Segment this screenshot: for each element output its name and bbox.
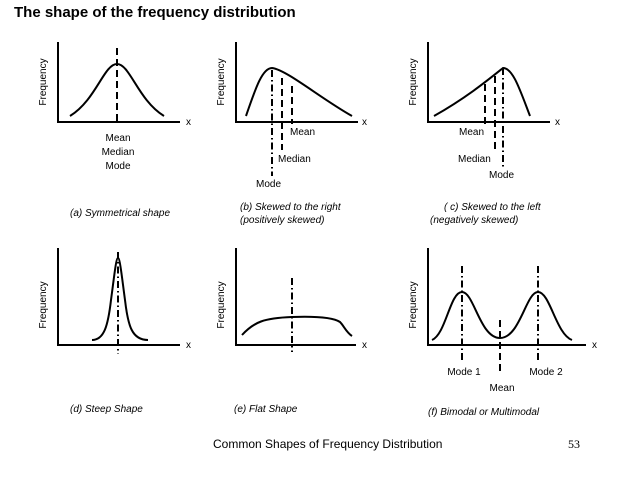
steep-curve bbox=[91, 256, 149, 341]
page-number: 53 bbox=[568, 437, 580, 451]
left-skewed-curve bbox=[433, 66, 531, 117]
axes bbox=[57, 42, 180, 123]
mode-label: Mode bbox=[256, 179, 281, 190]
x-axis-label: x bbox=[362, 340, 367, 351]
panel-caption: (b) Skewed to the right (positively skew… bbox=[240, 202, 343, 226]
panel-steep: Frequency x (d) Steep Shape bbox=[38, 248, 191, 415]
y-axis-label: Frequency bbox=[38, 58, 49, 105]
x-axis-label: x bbox=[186, 117, 191, 128]
x-axis-label: x bbox=[592, 340, 597, 351]
right-skewed-curve bbox=[245, 66, 353, 117]
mode-2-label: Mode 2 bbox=[529, 367, 563, 378]
slide-title: The shape of the frequency distribution bbox=[14, 4, 296, 21]
panel-caption: ( c) Skewed to the left (negatively skew… bbox=[430, 202, 544, 226]
y-axis-label: Frequency bbox=[216, 58, 227, 105]
caption-line-2: (positively skewed) bbox=[240, 215, 324, 226]
y-axis-label: Frequency bbox=[408, 281, 419, 328]
y-axis-label: Frequency bbox=[408, 58, 419, 105]
axes bbox=[235, 42, 358, 123]
mean-label: Mean bbox=[489, 383, 514, 394]
mode-1-label: Mode 1 bbox=[447, 367, 481, 378]
panel-caption: (d) Steep Shape bbox=[70, 404, 143, 415]
median-label: Median bbox=[458, 154, 491, 165]
median-label: Median bbox=[102, 147, 135, 158]
mean-label: Mean bbox=[105, 133, 130, 144]
footer-caption: Common Shapes of Frequency Distribution bbox=[213, 437, 443, 451]
bimodal-curve bbox=[431, 290, 573, 341]
flat-curve bbox=[241, 315, 353, 337]
y-axis-label: Frequency bbox=[38, 281, 49, 328]
median-label: Median bbox=[278, 154, 311, 165]
mean-label: Mean bbox=[459, 127, 484, 138]
mode-label: Mode bbox=[105, 161, 130, 172]
axes bbox=[427, 42, 550, 123]
panel-symmetrical: Frequency x Mean Median Mode (a) Symmetr… bbox=[38, 42, 191, 219]
caption-line-1: ( c) Skewed to the left bbox=[444, 202, 542, 213]
panel-skewed-right: Frequency x Mean Median Mode (b) Skewed … bbox=[216, 42, 367, 226]
caption-line-2: (negatively skewed) bbox=[430, 215, 518, 226]
x-axis-label: x bbox=[186, 340, 191, 351]
axes bbox=[57, 248, 180, 346]
mode-label: Mode bbox=[489, 170, 514, 181]
axes bbox=[235, 248, 356, 346]
mean-label: Mean bbox=[290, 127, 315, 138]
y-axis-label: Frequency bbox=[216, 281, 227, 328]
panel-bimodal: Frequency x Mode 1 Mean Mode 2 (f) Bimod… bbox=[408, 248, 597, 418]
x-axis-label: x bbox=[362, 117, 367, 128]
panel-skewed-left: Frequency x Mean Median Mode ( c) Skewed… bbox=[408, 42, 560, 226]
panel-caption: (a) Symmetrical shape bbox=[70, 208, 170, 219]
panel-caption: (f) Bimodal or Multimodal bbox=[428, 407, 540, 418]
caption-line-1: (b) Skewed to the right bbox=[240, 202, 342, 213]
panel-flat: Frequency x (e) Flat Shape bbox=[216, 248, 367, 415]
axes bbox=[427, 248, 586, 346]
x-axis-label: x bbox=[555, 117, 560, 128]
panel-caption: (e) Flat Shape bbox=[234, 404, 298, 415]
